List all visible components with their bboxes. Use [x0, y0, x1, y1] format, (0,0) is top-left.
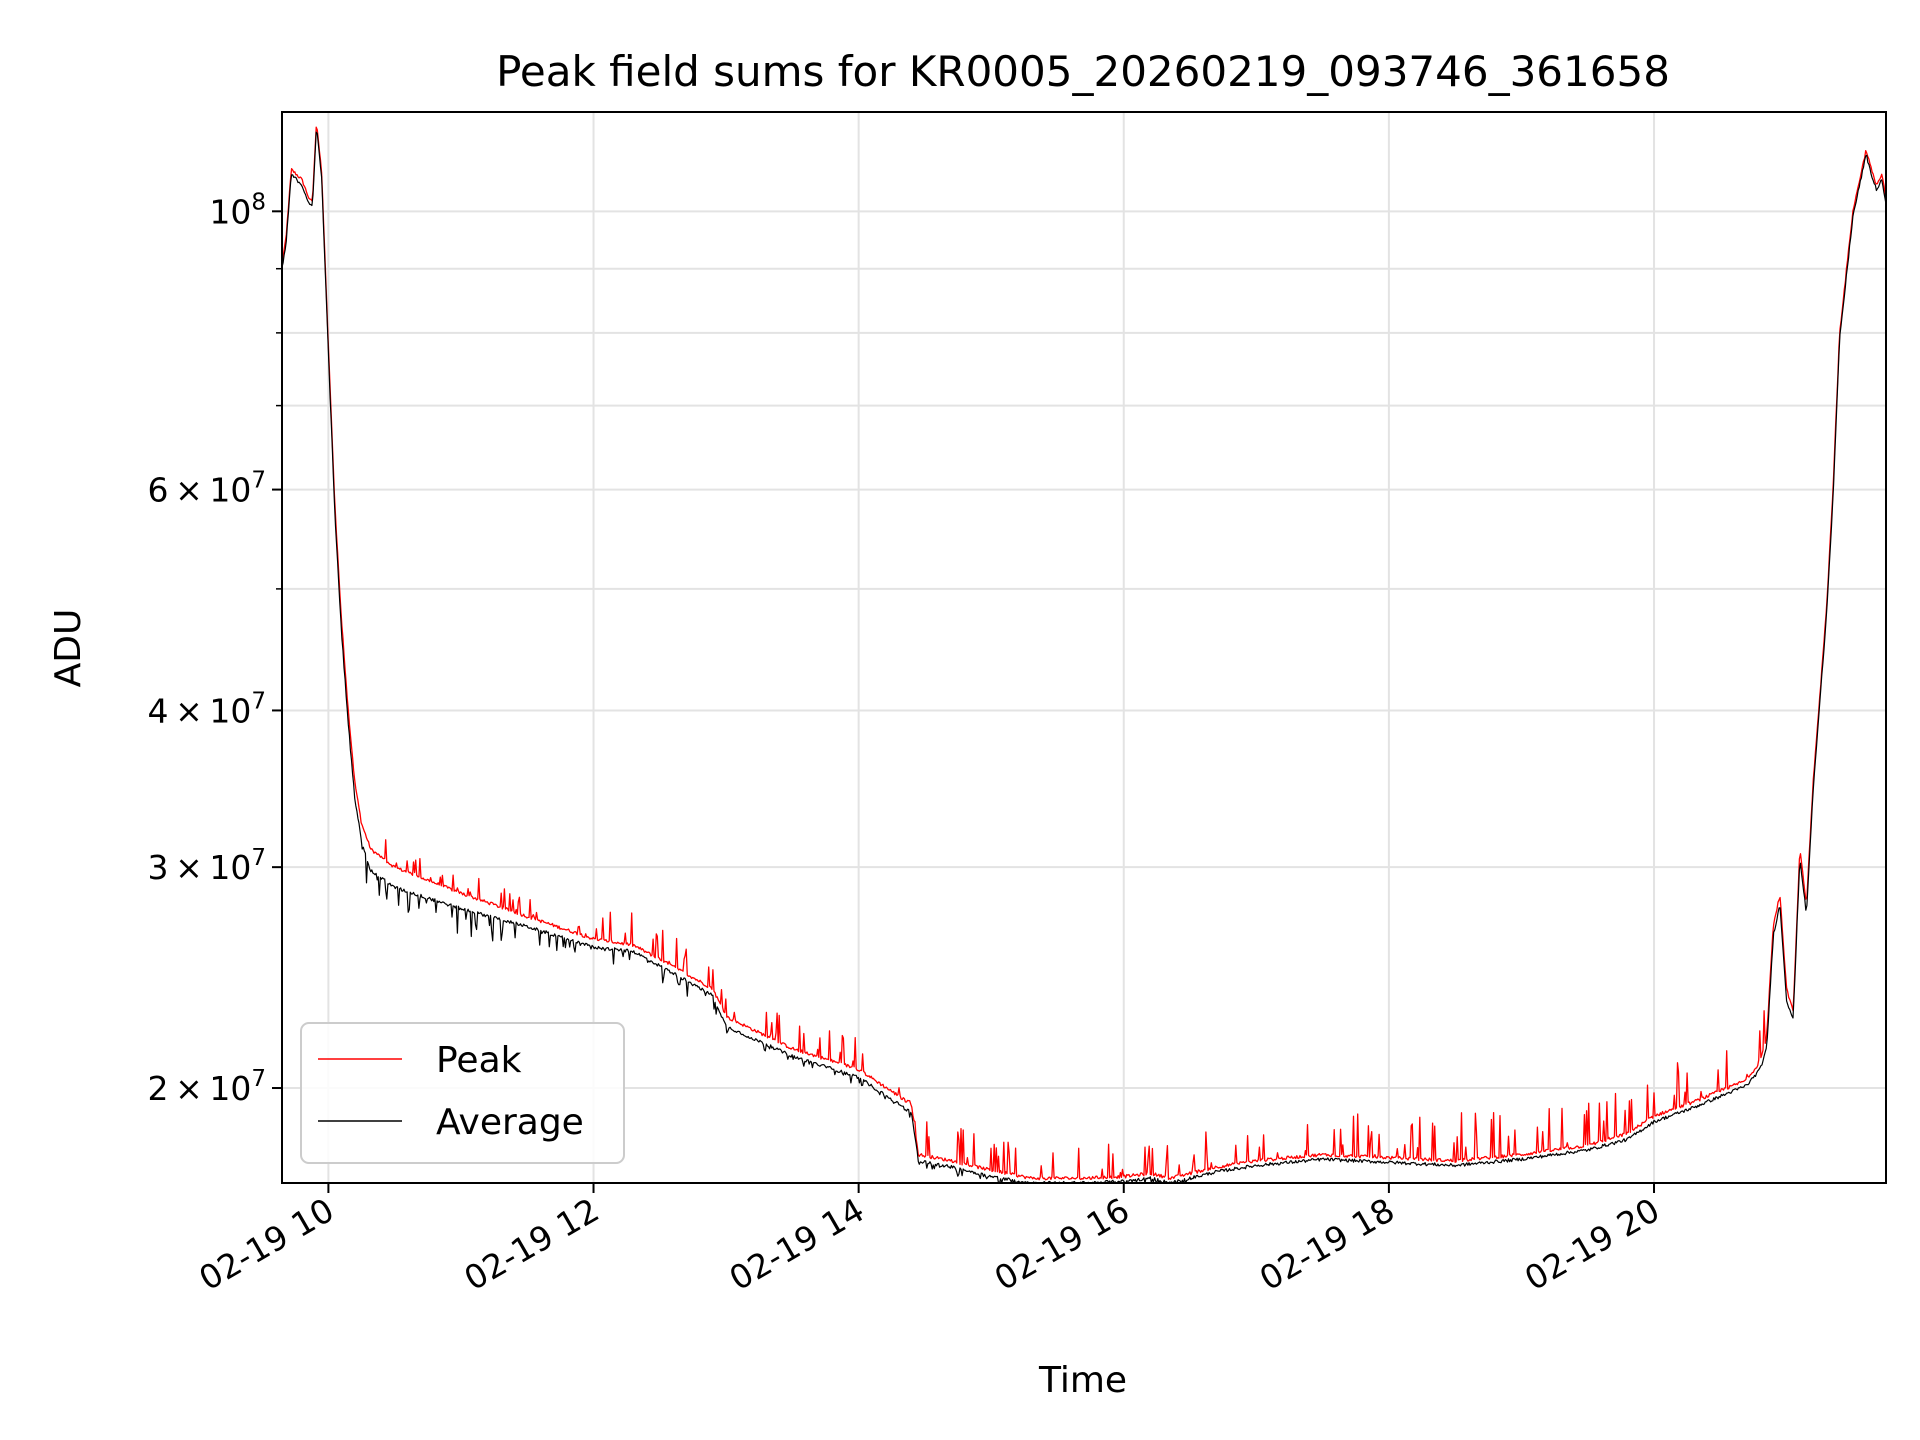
y-tick-label: 4 × 107	[148, 688, 266, 730]
y-tick-mantissa: 4	[148, 691, 169, 730]
legend-box	[300, 1022, 625, 1164]
chart-title: Peak field sums for KR0005_20260219_0937…	[496, 47, 1670, 96]
y-tick-exponent: 7	[251, 688, 266, 714]
y-tick-label: 2 × 107	[148, 1066, 266, 1108]
y-tick-exponent: 7	[251, 845, 266, 871]
series-average-line	[281, 131, 1887, 1184]
series-layer	[281, 126, 1887, 1184]
legend-average-label: Average	[436, 1102, 584, 1143]
series-peak-line	[281, 126, 1887, 1181]
y-tick-mantissa: 3	[148, 848, 169, 887]
y-tick-times: × 10	[169, 1069, 252, 1108]
legend: Peak Average	[300, 1022, 625, 1164]
y-tick-label: 6 × 107	[148, 468, 266, 510]
y-tick-exponent: 7	[251, 468, 266, 494]
grid	[282, 112, 1886, 1183]
plot-frame	[281, 111, 1887, 1184]
x-axis-label: Time	[1038, 1360, 1127, 1401]
y-tick-mantissa: 6	[148, 471, 169, 510]
y-tick-label: 108	[209, 189, 266, 231]
legend-peak-label: Peak	[436, 1040, 522, 1081]
y-tick-times: × 10	[169, 471, 252, 510]
y-tick-exponent: 7	[251, 1066, 266, 1092]
y-tick-base: 10	[209, 192, 251, 231]
y-tick-label: 3 × 107	[148, 845, 266, 887]
y-tick-exponent: 8	[251, 189, 266, 215]
y-tick-mantissa: 2	[148, 1069, 169, 1108]
y-tick-times: × 10	[169, 848, 252, 887]
y-tick-times: × 10	[169, 691, 252, 730]
y-axis-label: ADU	[48, 609, 89, 688]
